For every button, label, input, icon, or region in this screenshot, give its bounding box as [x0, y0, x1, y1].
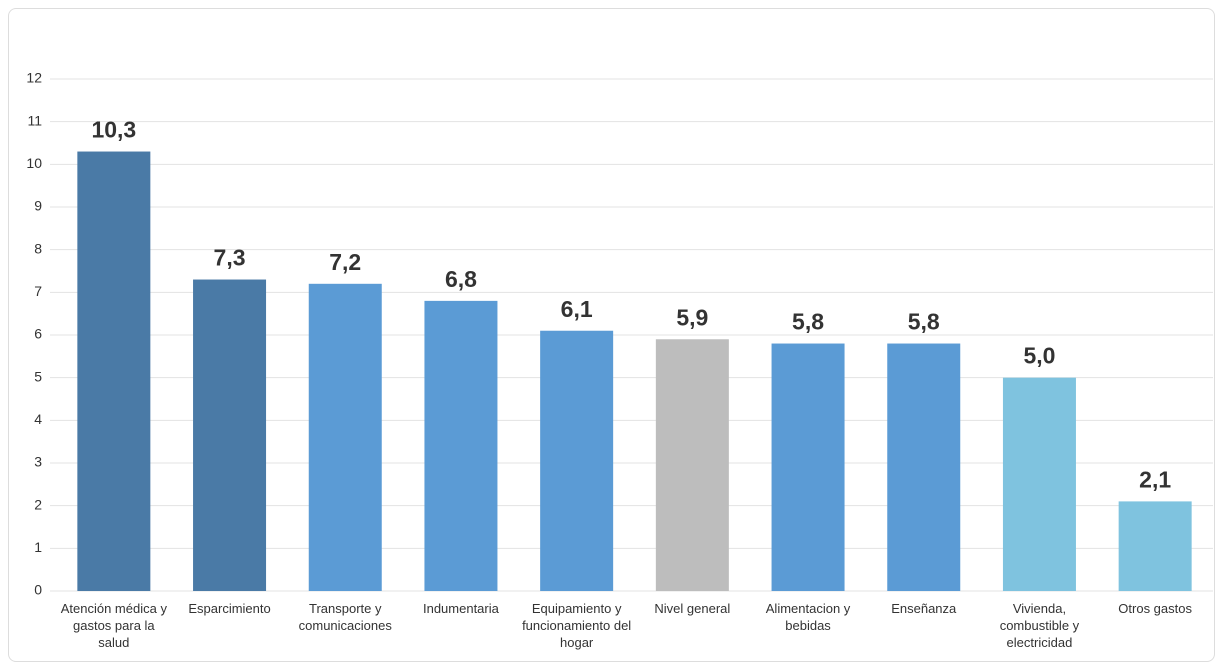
bar: [656, 339, 729, 591]
value-label: 6,8: [445, 266, 477, 292]
y-tick-label: 7: [34, 283, 42, 299]
chart: 012345678910111210,37,37,26,86,15,95,85,…: [0, 0, 1223, 669]
x-tick-label: Transporte y comunicaciones: [289, 600, 401, 634]
y-tick-label: 11: [27, 112, 42, 128]
value-label: 7,3: [214, 245, 246, 271]
bar: [772, 344, 845, 591]
bar: [540, 331, 613, 591]
y-tick-label: 12: [26, 70, 42, 86]
value-label: 7,2: [329, 249, 361, 275]
y-tick-label: 2: [34, 496, 42, 512]
x-tick-label: Enseñanza: [868, 600, 980, 617]
y-tick-label: 9: [34, 198, 42, 214]
bar: [77, 152, 150, 591]
x-tick-label: Otros gastos: [1099, 600, 1211, 617]
x-tick-label: Atención médica y gastos para la salud: [58, 600, 170, 651]
value-label: 5,8: [908, 309, 940, 335]
value-label: 5,8: [792, 309, 824, 335]
y-tick-label: 8: [34, 240, 42, 256]
page: 012345678910111210,37,37,26,86,15,95,85,…: [0, 0, 1223, 669]
value-label: 5,9: [676, 304, 708, 330]
value-label: 5,0: [1023, 343, 1055, 369]
y-tick-label: 6: [34, 326, 42, 342]
value-label: 2,1: [1139, 466, 1171, 492]
x-tick-label: Vivienda, combustible y electricidad: [983, 600, 1095, 651]
y-tick-label: 4: [34, 411, 42, 427]
bar: [1119, 501, 1192, 591]
bar: [309, 284, 382, 591]
y-tick-label: 0: [34, 582, 42, 598]
x-tick-label: Equipamiento y funcionamiento del hogar: [521, 600, 633, 651]
x-tick-label: Esparcimiento: [174, 600, 286, 617]
x-tick-label: Alimentacion y bebidas: [752, 600, 864, 634]
x-tick-label: Indumentaria: [405, 600, 517, 617]
x-tick-label: Nivel general: [636, 600, 748, 617]
bar: [424, 301, 497, 591]
y-tick-label: 1: [34, 539, 42, 555]
value-label: 6,1: [561, 296, 593, 322]
bar: [887, 344, 960, 591]
bar: [1003, 378, 1076, 591]
value-label: 10,3: [91, 117, 136, 143]
y-tick-label: 10: [26, 155, 42, 171]
bar: [193, 280, 266, 591]
y-tick-label: 5: [34, 368, 42, 384]
y-tick-label: 3: [34, 454, 42, 470]
